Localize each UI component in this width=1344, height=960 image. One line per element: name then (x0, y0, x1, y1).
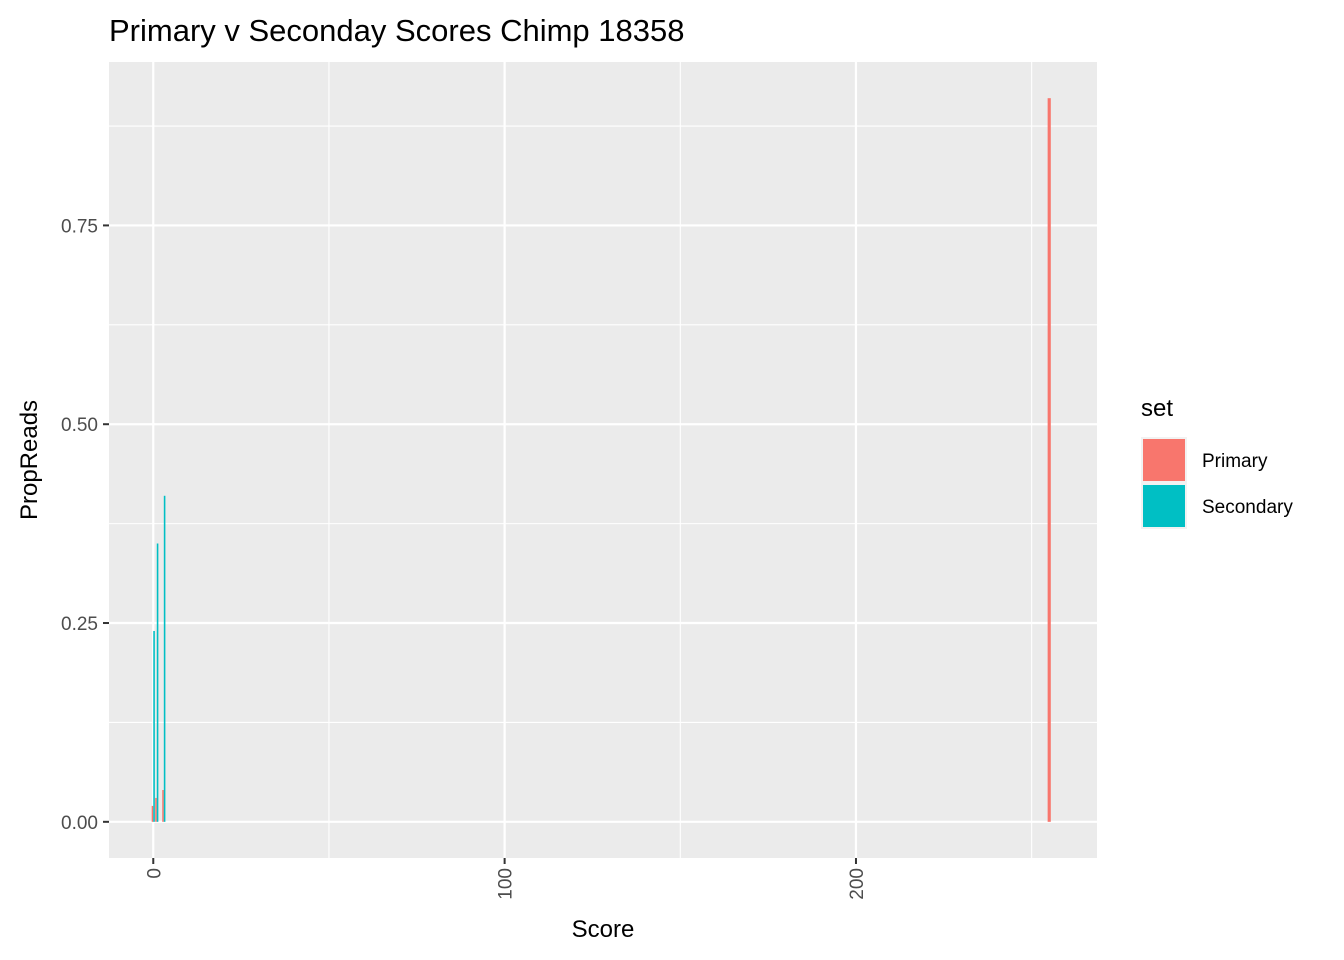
y-tick-label: 0.00 (61, 813, 98, 834)
bar-primary (155, 797, 157, 822)
legend-label-primary: Primary (1202, 451, 1268, 472)
bar-primary (162, 790, 164, 822)
plot-panel (109, 62, 1097, 858)
y-tick-label: 0.25 (61, 614, 98, 635)
chart-title: Primary v Seconday Scores Chimp 18358 (109, 13, 684, 48)
y-tick-label: 0.75 (61, 216, 98, 237)
x-axis: 0 100 200 (144, 858, 868, 900)
bar-secondary (156, 543, 159, 822)
bars (151, 98, 1051, 822)
x-tick-label: 0 (144, 868, 165, 879)
y-tick-label: 0.50 (61, 415, 98, 436)
bar-secondary (163, 495, 166, 822)
minor-gridlines (109, 62, 1097, 858)
bar-primary (151, 805, 154, 822)
bar-primary (1047, 98, 1051, 822)
legend: set Primary Secondary (1141, 395, 1293, 529)
legend-swatch-secondary (1143, 485, 1185, 527)
legend-title: set (1141, 395, 1173, 422)
x-axis-title: Score (572, 916, 635, 943)
major-gridlines (109, 62, 1097, 858)
legend-swatch-primary (1143, 439, 1185, 481)
legend-label-secondary: Secondary (1202, 497, 1293, 518)
x-tick-label: 100 (496, 868, 517, 900)
y-axis: 0.00 0.25 0.50 0.75 (61, 216, 109, 834)
x-tick-label: 200 (847, 868, 868, 900)
y-axis-title: PropReads (16, 400, 43, 520)
bar-secondary (153, 630, 155, 822)
